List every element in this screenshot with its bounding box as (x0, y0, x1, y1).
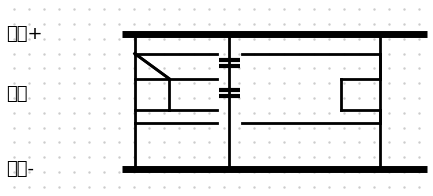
Text: 导线-: 导线- (6, 161, 34, 179)
Text: 地线: 地线 (6, 85, 27, 103)
Text: 导线+: 导线+ (6, 25, 42, 43)
